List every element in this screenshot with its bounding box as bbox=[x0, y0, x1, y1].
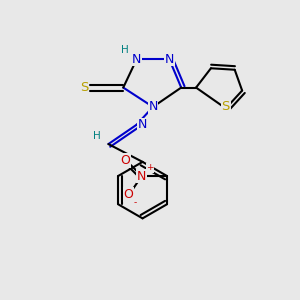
Text: N: N bbox=[137, 118, 147, 131]
Text: O: O bbox=[121, 154, 130, 167]
Text: H: H bbox=[122, 45, 129, 55]
Text: H: H bbox=[93, 131, 101, 141]
Text: N: N bbox=[165, 53, 174, 66]
Text: N: N bbox=[137, 169, 146, 182]
Text: -: - bbox=[133, 198, 136, 207]
Text: N: N bbox=[148, 100, 158, 113]
Text: O: O bbox=[123, 188, 133, 201]
Text: N: N bbox=[132, 53, 141, 66]
Text: +: + bbox=[146, 163, 154, 172]
Text: S: S bbox=[222, 100, 230, 112]
Text: S: S bbox=[80, 81, 88, 94]
